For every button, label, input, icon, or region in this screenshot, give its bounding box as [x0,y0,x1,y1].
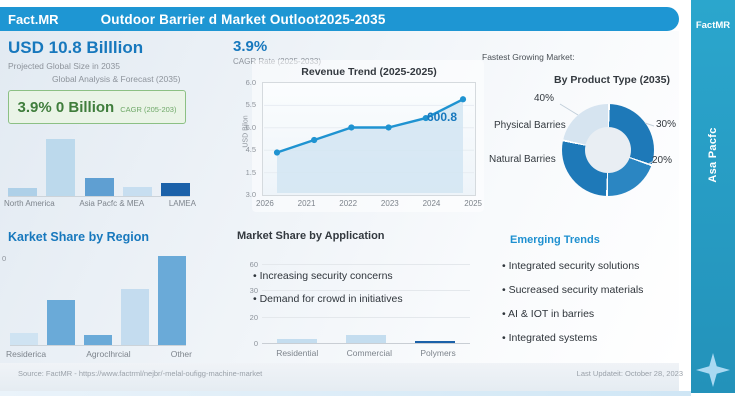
y-axis-tick: 30 [249,286,258,296]
bar [345,335,386,343]
x-axis-label: North America [4,199,55,208]
bar [84,335,112,345]
fastest-growing-label: Fastest Growing Market: [482,52,575,62]
application-bullet-1: Increasing security concerns [253,270,393,282]
y-axis-tick: 6.0 [245,78,256,87]
header-bar: Fact.MR Outdoor Barrier d Market Outloot… [0,7,679,31]
x-axis-tick: 2023 [380,199,399,208]
region-share-title: Karket Share by Region [8,230,150,244]
bar [121,289,149,345]
footer-strip [0,363,679,391]
brand-logo: Fact.MR [8,11,59,27]
y-axis-tick: 20 [249,312,258,322]
x-axis-label: Polymers [420,348,456,358]
y-axis-tick: 6.0 [245,122,256,132]
emerging-item-4: Integrated systems [502,332,598,344]
x-axis-tick: 2021 [297,199,316,208]
donut-label-20: 20% [652,155,673,166]
revenue-line-chart [262,82,476,196]
sidebar-region-label: Asa Pacfc [707,127,719,183]
footer-source-text: Source: FactMR - https://www.factrml/nej… [18,369,263,378]
market-size-caption: Projected Global Size in 2035 [8,61,120,71]
application-chart-title: Market Share by Application [237,230,385,242]
regions-bar-chart-labels: North America Asia Pacfc & MEA LAMEA [4,199,196,208]
bar [8,188,37,196]
x-axis-label: Commercial [346,348,392,358]
donut-label-40: 40% [534,93,555,104]
bar [84,178,114,196]
y-axis-tick: 1.5 [245,167,256,177]
bar [158,256,186,345]
y-axis-tick: 5.5 [245,100,256,110]
bottom-accent-strip [0,391,691,396]
bar [122,187,152,196]
market-size-value: USD 10.8 Billlion [8,38,144,57]
bar [46,139,76,196]
application-bullet-2: Demand for crowd in initiatives [253,293,403,305]
region-share-bar-chart-labels: Residerica Agroclhrcial Other [6,349,192,359]
y-axis-tick: 0 [253,339,258,348]
cagr-value: 3.9% [233,38,268,55]
bar [47,300,75,345]
bar [415,341,456,343]
x-axis-label: Other [170,349,192,359]
footer-updated-text: Last Updateit: October 28, 2023 [576,369,683,378]
x-axis-tick: 2026 [256,199,274,208]
x-axis-tick: 2025 [464,199,482,208]
donut-chart-title: By Product Type (2035) [554,74,670,86]
x-axis-tick: 2022 [339,199,358,208]
sparkle-diamond-icon [696,353,730,387]
x-axis-label: Residerica [6,349,47,359]
bar [276,339,317,343]
emerging-item-3: AI & IOT in barries [502,308,594,320]
cagr-highlight-box: 3.9% 0 Billion CAGR (205-203) [8,90,186,124]
sidebar-brand: FactMR [695,20,731,31]
region-share-ytick: 0 [2,254,7,263]
cagr-box-suffix: CAGR (205-203) [120,104,177,114]
x-axis-label: Residential [276,348,319,358]
donut-label-physical: Physical Barries [494,120,566,131]
x-axis-label: Asia Pacfc & MEA [79,199,145,208]
market-size-subcaption: Global Analysis & Forecast (2035) [52,74,181,84]
donut-hole [585,127,631,173]
emerging-item-1: Integrated security solutions [502,260,640,272]
x-axis-label: LAMEA [168,199,196,208]
y-axis-tick: 3.0 [245,189,256,199]
x-axis-label: Agroclhrcial [86,349,131,359]
emerging-trends-title: Emerging Trends [510,234,600,246]
sidebar: FactMR Asa Pacfc [691,0,735,393]
cagr-box-value: 3.9% 0 Billion [17,98,115,116]
donut-label-30: 30% [656,119,677,130]
gridline [262,343,470,344]
x-axis-tick: 2024 [422,199,441,208]
product-type-donut-chart [562,104,654,196]
revenue-chart-xticks: 2026 2021 2022 2023 2024 2025 [256,199,482,208]
region-share-bar-chart [10,250,186,346]
emerging-item-2: Sucreased security materials [502,284,644,296]
y-axis-tick: 60 [249,260,258,269]
gridline [262,316,470,318]
revenue-annotation: 600.8 [427,110,458,124]
revenue-line-svg [264,96,474,193]
bar [10,333,38,345]
page-title: Outdoor Barrier d Market Outloot2025-203… [100,11,386,27]
revenue-chart-yticks: 6.0 5.5 6.0 4.5 1.5 3.0 [236,78,256,199]
application-chart-labels: Residential Commercial Polymers [262,348,470,358]
gridline [262,290,470,292]
application-chart-grid: 60 30 20 0 [250,260,470,348]
bar [161,183,190,196]
donut-label-natural: Natural Barries [489,154,556,165]
y-axis-tick: 4.5 [245,145,256,155]
revenue-chart-title: Revenue Trend (2025-2025) [301,66,437,78]
gridline [262,264,470,265]
regions-bar-chart [8,130,190,197]
application-bar-chart [262,264,470,343]
revenue-chart-ylabel: USD Bilon [242,115,250,148]
